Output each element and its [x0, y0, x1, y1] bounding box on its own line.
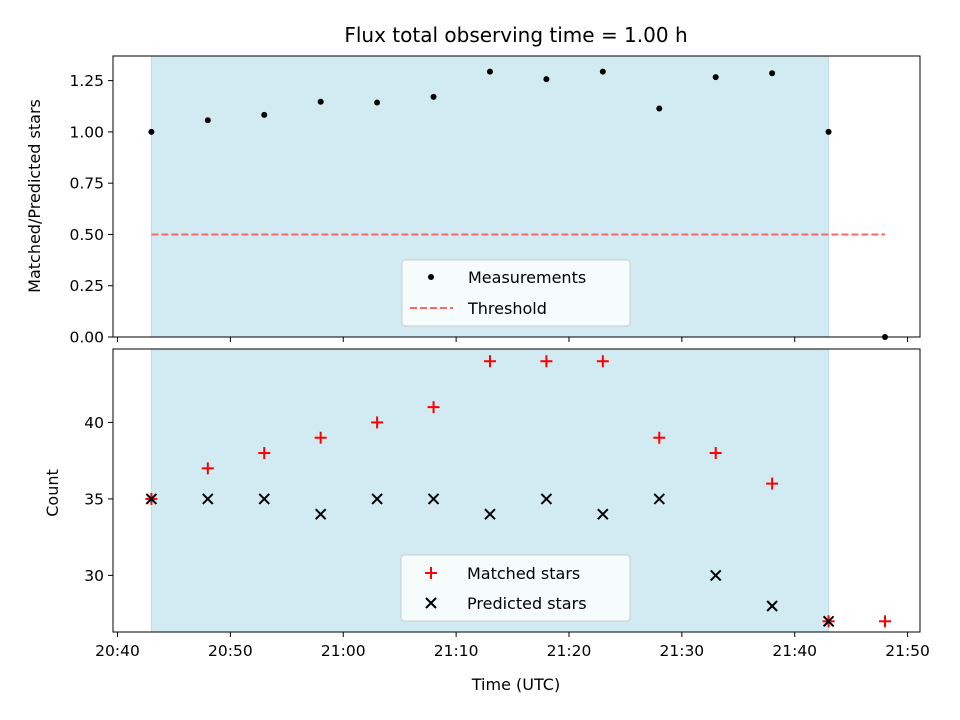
x-stroke-b — [145, 493, 158, 505]
legend-box — [400, 554, 631, 622]
x-tick-label: 20:40 — [95, 642, 140, 660]
legend-label-threshold: Threshold — [467, 299, 547, 318]
y-tick-label: 40 — [84, 414, 104, 432]
predicted-star-point — [202, 493, 214, 505]
x-stroke-b — [258, 493, 270, 505]
x-stroke-b — [202, 493, 214, 505]
predicted-star-point — [653, 493, 665, 505]
predicted-star-point — [822, 615, 835, 627]
matched-star-point — [766, 477, 779, 490]
measurement-point — [825, 128, 832, 135]
y-tick-label: 0.00 — [69, 329, 104, 347]
measurement-point — [374, 99, 381, 106]
matched-star-point — [314, 431, 327, 444]
measurement-point — [599, 68, 606, 75]
measurement-point — [317, 98, 324, 105]
matched-star-point — [540, 355, 553, 368]
matched-star-point — [201, 462, 214, 475]
top-panel: 0.00 0.25 0.50 0.75 1.00 1.25 Measurements Thre… — [25, 55, 921, 347]
y-tick-label: 35 — [84, 490, 104, 508]
legend-marker-matched — [425, 567, 437, 579]
y-tick-label: 30 — [84, 567, 104, 585]
measurement-point — [486, 68, 493, 75]
bottom-plot-area: 30 35 40 20:40 20:50 21:00 21:10 21:20 21:30 21:4… — [84, 348, 930, 660]
x-stroke-b — [425, 597, 437, 609]
x-stroke-b — [822, 615, 835, 627]
top-legend: Measurements Threshold — [401, 259, 631, 327]
y-tick-label: 1.00 — [69, 123, 104, 141]
predicted-star-point — [766, 600, 778, 612]
x-stroke-b — [597, 508, 609, 520]
x-stroke-b — [427, 493, 440, 505]
predicted-star-point — [710, 569, 722, 582]
y-tick-label: 1.25 — [69, 72, 104, 90]
plot-frame — [112, 55, 921, 338]
x-tick-label: 21:40 — [772, 642, 817, 660]
legend-label-measurements: Measurements — [468, 268, 586, 287]
predicted-star-point — [540, 493, 553, 505]
matched-star-point — [879, 615, 892, 628]
y-tick-label: 0.75 — [69, 175, 104, 193]
predicted-star-point — [145, 493, 158, 505]
measurement-point — [148, 128, 155, 135]
x-tick-label: 21:00 — [321, 642, 366, 660]
predicted-star-point — [258, 493, 270, 505]
y-tick-label: 0.50 — [69, 226, 104, 244]
matched-star-point — [371, 416, 384, 429]
legend-box — [401, 259, 631, 327]
top-y-axis-label: Matched/Predicted stars — [25, 99, 44, 293]
x-stroke-b — [314, 508, 327, 520]
bottom-legend: Matched stars Predicted stars — [400, 554, 631, 622]
x-stroke-b — [710, 569, 722, 582]
x-tick-label: 21:50 — [885, 642, 930, 660]
x-stroke-b — [540, 493, 553, 505]
measurement-point — [712, 74, 719, 81]
bottom-y-axis-label: Count — [43, 469, 62, 517]
predicted-star-point — [484, 508, 496, 520]
measurement-point — [543, 76, 550, 83]
matched-star-point — [709, 447, 722, 460]
bottom-panel: 30 35 40 20:40 20:50 21:00 21:10 21:20 21:30 21:4… — [43, 348, 930, 694]
predicted-star-point — [427, 493, 440, 505]
matched-star-point — [653, 431, 666, 444]
matched-star-point — [596, 355, 609, 368]
plot-frame — [112, 348, 921, 633]
x-stroke-b — [653, 493, 665, 505]
x-stroke-b — [484, 508, 496, 520]
x-tick-label: 21:20 — [547, 642, 592, 660]
measurement-point — [204, 117, 211, 124]
measurement-point — [769, 70, 776, 77]
x-tick-label: 20:50 — [208, 642, 253, 660]
x-stroke-b — [766, 600, 778, 612]
top-plot-area: 0.00 0.25 0.50 0.75 1.00 1.25 Measurements Thre… — [69, 55, 921, 347]
measurement-point — [261, 111, 268, 118]
matched-star-point — [427, 401, 440, 414]
predicted-star-point — [314, 508, 327, 520]
y-tick-label: 0.25 — [69, 277, 104, 295]
x-tick-label: 21:10 — [434, 642, 479, 660]
x-stroke-b — [371, 493, 383, 505]
predicted-star-point — [371, 493, 383, 505]
matched-star-point — [258, 447, 271, 460]
legend-label-matched: Matched stars — [467, 564, 580, 583]
x-tick-label: 21:30 — [660, 642, 705, 660]
legend-marker-measurements — [428, 274, 434, 280]
measurement-point — [656, 105, 663, 112]
chart-title: Flux total observing time = 1.00 h — [344, 23, 687, 47]
legend-label-predicted: Predicted stars — [467, 594, 587, 613]
legend-marker-predicted — [425, 597, 437, 609]
measurement-point — [430, 93, 437, 100]
matched-star-point — [483, 355, 496, 368]
predicted-star-point — [597, 508, 609, 520]
x-axis-label: Time (UTC) — [471, 675, 560, 694]
